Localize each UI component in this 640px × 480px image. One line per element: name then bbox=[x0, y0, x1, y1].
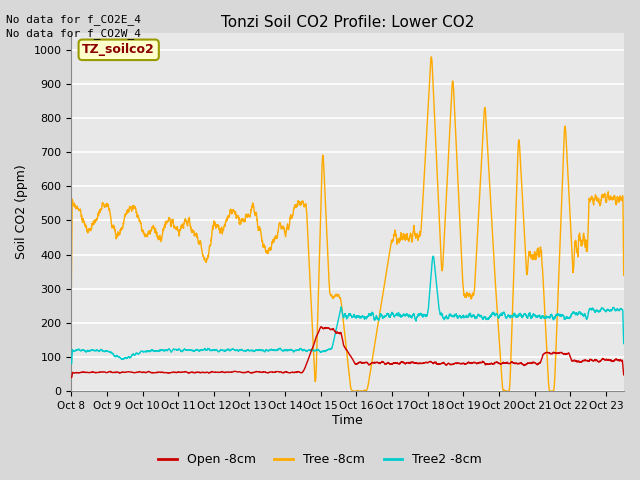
Tree -8cm bbox=[349, 388, 356, 394]
Tree2 -8cm bbox=[131, 352, 138, 358]
Tree2 -8cm bbox=[609, 305, 617, 311]
Open -8cm bbox=[279, 370, 287, 375]
Tree -8cm bbox=[620, 272, 628, 278]
Tree2 -8cm bbox=[163, 348, 171, 353]
Open -8cm bbox=[620, 372, 628, 378]
Title: Tonzi Soil CO2 Profile: Lower CO2: Tonzi Soil CO2 Profile: Lower CO2 bbox=[221, 15, 474, 30]
Open -8cm bbox=[303, 360, 311, 365]
Tree2 -8cm bbox=[620, 341, 628, 347]
Text: No data for f_CO2E_4: No data for f_CO2E_4 bbox=[6, 13, 141, 24]
X-axis label: Time: Time bbox=[332, 414, 363, 427]
Open -8cm bbox=[131, 370, 138, 376]
Text: No data for f_CO2W_4: No data for f_CO2W_4 bbox=[6, 28, 141, 39]
Open -8cm bbox=[550, 349, 557, 355]
Tree -8cm bbox=[550, 388, 557, 394]
Open -8cm bbox=[317, 324, 325, 330]
Line: Tree -8cm: Tree -8cm bbox=[71, 57, 624, 391]
Tree -8cm bbox=[279, 223, 287, 229]
Open -8cm bbox=[609, 358, 617, 364]
Open -8cm bbox=[67, 374, 75, 380]
Y-axis label: Soil CO2 (ppm): Soil CO2 (ppm) bbox=[15, 165, 28, 259]
Text: TZ_soilco2: TZ_soilco2 bbox=[83, 43, 155, 56]
Tree -8cm bbox=[67, 290, 75, 296]
Tree2 -8cm bbox=[429, 253, 437, 259]
Tree2 -8cm bbox=[303, 348, 311, 354]
Tree2 -8cm bbox=[550, 317, 557, 323]
Tree -8cm bbox=[131, 205, 138, 211]
Open -8cm bbox=[163, 370, 171, 376]
Tree -8cm bbox=[163, 219, 171, 225]
Tree2 -8cm bbox=[279, 348, 287, 353]
Legend: Open -8cm, Tree -8cm, Tree2 -8cm: Open -8cm, Tree -8cm, Tree2 -8cm bbox=[153, 448, 487, 471]
Line: Tree2 -8cm: Tree2 -8cm bbox=[71, 256, 624, 364]
Tree -8cm bbox=[609, 194, 617, 200]
Line: Open -8cm: Open -8cm bbox=[71, 327, 624, 377]
Tree -8cm bbox=[303, 216, 311, 222]
Tree2 -8cm bbox=[67, 361, 75, 367]
Tree -8cm bbox=[428, 54, 435, 60]
